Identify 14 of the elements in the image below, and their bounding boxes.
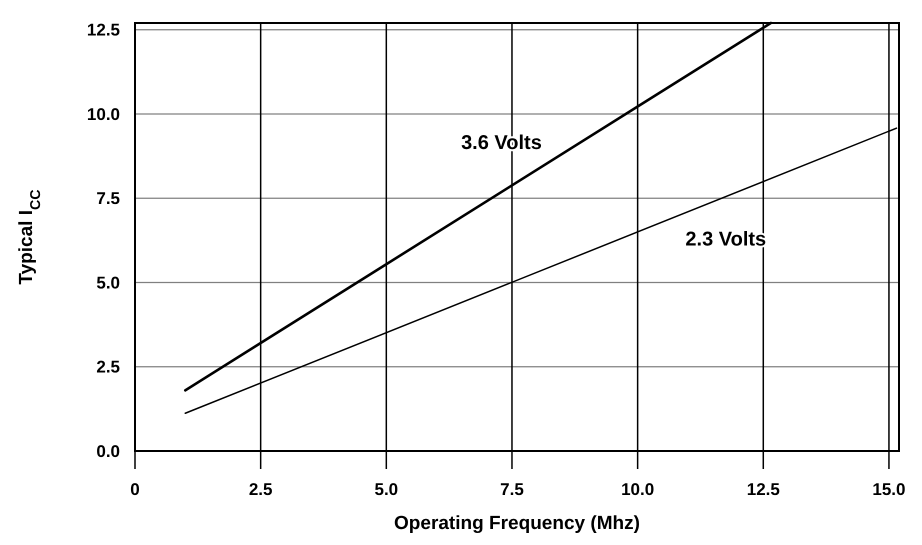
x-tick-label: 5.0: [374, 480, 398, 499]
x-tick-label: 0: [130, 480, 140, 499]
y-tick-label: 2.5: [96, 358, 120, 377]
x-tick-label: 12.5: [746, 480, 780, 499]
y-tick-label: 7.5: [96, 189, 120, 208]
y-tick-label: 0.0: [96, 442, 120, 461]
y-tick-label: 10.0: [86, 104, 120, 124]
x-tick-label: 15.0: [872, 480, 906, 499]
x-tick-label: 10.0: [621, 480, 654, 499]
y-tick-label: 5.0: [96, 273, 120, 292]
y-tick-label: 12.5: [86, 20, 120, 40]
x-tick-label: 7.5: [500, 480, 524, 499]
x-tick-label: 2.5: [248, 480, 272, 499]
x-axis-title: Operating Frequency (Mhz): [394, 513, 640, 534]
